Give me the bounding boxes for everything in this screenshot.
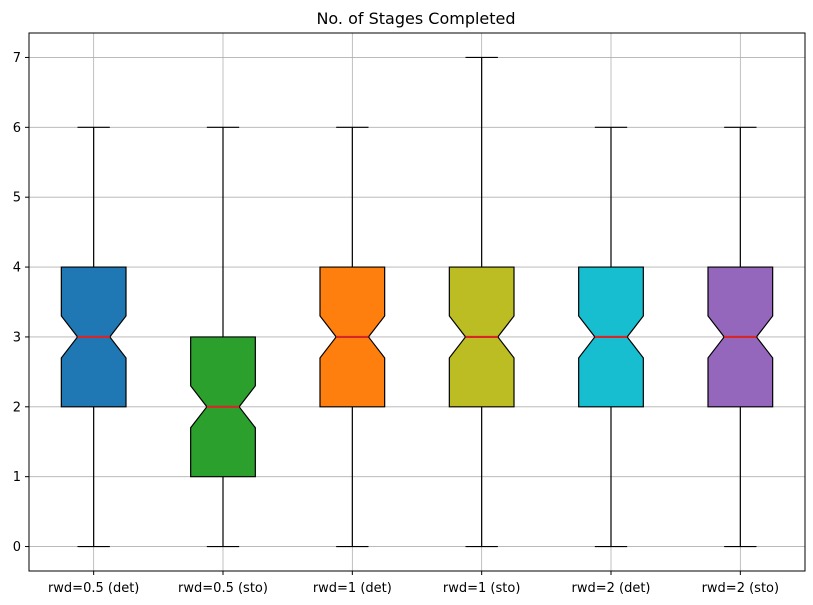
x-tick-label: rwd=1 (det) [313,581,392,596]
y-tick-label: 3 [13,330,21,345]
box-group [319,126,386,548]
x-tick-label: rwd=0.5 (det) [48,581,139,596]
box-group [707,126,774,548]
axis-layer: 0 1 2 3 4 5 6 7 rwd=0.5 (det) rwd=0.5 (sto) rwd=1 … [13,32,806,596]
y-tick-label: 4 [13,261,21,276]
chart-title: No. of Stages Completed [316,9,515,28]
y-tick-label: 1 [13,470,21,485]
box-group [190,126,256,548]
x-tick-label: rwd=0.5 (sto) [178,581,268,596]
y-tick-label: 6 [13,121,21,136]
box-group [60,126,127,548]
y-tick-label: 5 [13,191,21,206]
grid-layer [29,33,805,571]
y-tick-label: 2 [13,400,21,415]
x-tick-label: rwd=1 (sto) [443,581,521,596]
y-tick-label: 0 [13,540,21,555]
plot-frame [28,32,806,572]
x-tick-label: rwd=2 (det) [571,581,650,596]
box-group [448,56,515,548]
box-group [578,126,644,548]
box-layer [60,56,774,548]
y-tick-label: 7 [13,51,21,66]
x-tick-label: rwd=2 (sto) [702,581,780,596]
